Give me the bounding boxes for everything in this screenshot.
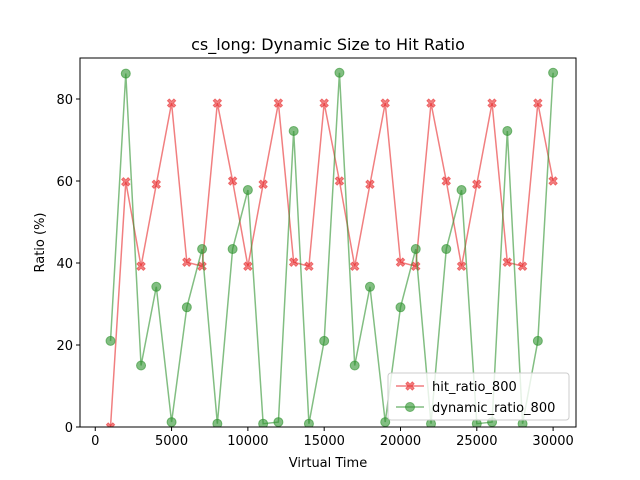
- data-point: [502, 125, 513, 136]
- chart-title: cs_long: Dynamic Size to Hit Ratio: [191, 35, 465, 55]
- data-point: [166, 417, 177, 427]
- data-point: [334, 176, 345, 186]
- data-point: [349, 261, 360, 272]
- y-tick-label: 0: [65, 421, 73, 436]
- data-point: [426, 98, 436, 108]
- y-tick-label: 60: [56, 175, 73, 190]
- data-point: [212, 98, 223, 108]
- data-point: [120, 68, 131, 79]
- data-point: [303, 418, 314, 427]
- y-axis-title: Ratio (%): [33, 212, 48, 272]
- data-point: [548, 176, 558, 186]
- y-axis: 0 20 40 60 80: [56, 93, 80, 436]
- data-point: [212, 418, 223, 427]
- series-line: [109, 72, 554, 425]
- legend-marker: [405, 381, 415, 391]
- data-point: [532, 335, 543, 346]
- x-axis-title: Virtual Time: [289, 456, 367, 471]
- data-point: [151, 179, 162, 190]
- legend-item: hit_ratio_800: [396, 380, 517, 395]
- data-point: [166, 98, 177, 108]
- data-point: [410, 244, 421, 255]
- data-point: [181, 302, 192, 313]
- data-point: [105, 422, 116, 427]
- data-point: [243, 261, 253, 272]
- data-point: [197, 244, 208, 255]
- data-point: [258, 418, 269, 427]
- legend-box: [387, 372, 570, 421]
- data-point: [273, 98, 284, 108]
- x-tick-label: 30000: [532, 434, 573, 449]
- y-tick-label: 20: [56, 339, 73, 354]
- data-point: [395, 257, 406, 267]
- data-point: [105, 335, 116, 346]
- data-point: [533, 98, 543, 108]
- data-point: [136, 261, 146, 272]
- series-dynamic_ratio_800: [105, 67, 559, 427]
- data-point: [395, 302, 406, 313]
- data-point: [487, 98, 497, 108]
- y-tick-label: 40: [56, 257, 73, 272]
- data-point: [456, 185, 467, 196]
- data-point: [288, 257, 299, 267]
- data-point: [288, 125, 299, 136]
- series-line: [109, 102, 554, 427]
- data-point: [349, 360, 360, 371]
- data-point: [304, 261, 314, 272]
- data-point: [472, 179, 482, 190]
- data-point: [151, 281, 162, 292]
- data-point: [517, 261, 528, 272]
- x-tick-label: 5000: [155, 434, 188, 449]
- data-point: [121, 177, 131, 187]
- plot-area: [105, 67, 559, 427]
- legend-marker: [405, 402, 415, 412]
- data-point: [502, 257, 513, 267]
- x-tick-label: 20000: [380, 434, 421, 449]
- data-point: [334, 67, 345, 78]
- data-point: [441, 244, 452, 255]
- data-point: [273, 417, 284, 427]
- data-point: [258, 179, 268, 190]
- x-tick-label: 15000: [304, 434, 345, 449]
- data-point: [548, 67, 559, 78]
- data-point: [242, 185, 253, 196]
- data-point: [380, 98, 390, 108]
- x-tick-label: 0: [91, 434, 99, 449]
- data-point: [441, 176, 452, 186]
- x-axis: 0 5000 10000 15000 20000 25000 30000: [91, 427, 574, 449]
- data-point: [365, 179, 375, 190]
- data-point: [136, 360, 147, 371]
- legend-label: hit_ratio_800: [432, 380, 517, 395]
- plot-frame: [79, 57, 577, 428]
- legend-label: dynamic_ratio_800: [432, 401, 555, 416]
- series-hit_ratio_800: [105, 98, 558, 427]
- data-point: [456, 261, 467, 272]
- data-point: [319, 98, 329, 108]
- data-point: [227, 244, 238, 255]
- data-point: [227, 176, 238, 186]
- x-tick-label: 25000: [456, 434, 497, 449]
- data-point: [319, 335, 330, 346]
- y-tick-label: 80: [56, 93, 73, 108]
- x-tick-label: 10000: [227, 434, 268, 449]
- data-point: [364, 281, 375, 292]
- legend: hit_ratio_800 dynamic_ratio_800: [387, 372, 570, 421]
- data-point: [182, 257, 192, 267]
- legend-item: dynamic_ratio_800: [396, 401, 555, 416]
